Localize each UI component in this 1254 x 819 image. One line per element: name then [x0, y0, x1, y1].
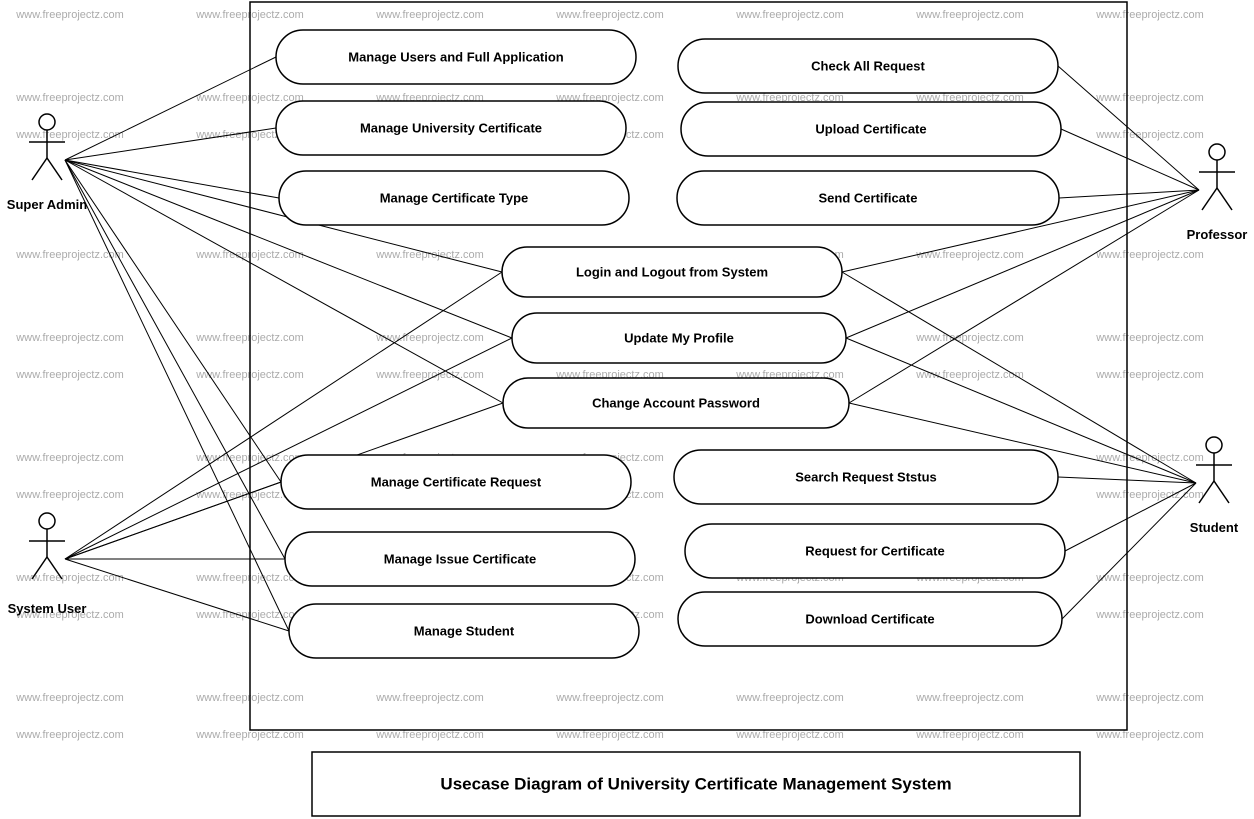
usecase-label: Manage Issue Certificate — [384, 551, 536, 566]
svg-text:www.freeprojectz.com: www.freeprojectz.com — [1095, 489, 1204, 501]
svg-text:www.freeprojectz.com: www.freeprojectz.com — [1095, 129, 1204, 141]
usecase-manage-issue-cert: Manage Issue Certificate — [285, 532, 635, 586]
usecase-manage-cert-type: Manage Certificate Type — [279, 171, 629, 225]
usecase-download-cert: Download Certificate — [678, 592, 1062, 646]
svg-text:www.freeprojectz.com: www.freeprojectz.com — [915, 729, 1024, 741]
usecase-manage-student: Manage Student — [289, 604, 639, 658]
svg-text:www.freeprojectz.com: www.freeprojectz.com — [1095, 692, 1204, 704]
svg-text:www.freeprojectz.com: www.freeprojectz.com — [195, 729, 304, 741]
actor-label: Super Admin — [7, 197, 87, 212]
usecase-request-for-cert: Request for Certificate — [685, 524, 1065, 578]
association-line — [1059, 190, 1199, 198]
actor-label: System User — [8, 601, 87, 616]
usecase-check-all-request: Check All Request — [678, 39, 1058, 93]
actor-system-user: System User — [8, 513, 87, 616]
usecase-label: Upload Certificate — [815, 121, 926, 136]
svg-text:www.freeprojectz.com: www.freeprojectz.com — [375, 692, 484, 704]
svg-text:www.freeprojectz.com: www.freeprojectz.com — [555, 692, 664, 704]
svg-text:www.freeprojectz.com: www.freeprojectz.com — [1095, 332, 1204, 344]
svg-text:www.freeprojectz.com: www.freeprojectz.com — [1095, 249, 1204, 261]
svg-text:www.freeprojectz.com: www.freeprojectz.com — [1095, 92, 1204, 104]
usecase-label: Search Request Ststus — [795, 469, 937, 484]
usecase-label: Send Certificate — [819, 190, 918, 205]
usecase-manage-users: Manage Users and Full Application — [276, 30, 636, 84]
association-line — [1058, 66, 1199, 190]
svg-text:www.freeprojectz.com: www.freeprojectz.com — [375, 9, 484, 21]
usecase-upload-cert: Upload Certificate — [681, 102, 1061, 156]
usecase-label: Manage Certificate Request — [371, 474, 542, 489]
usecase-manage-cert-req: Manage Certificate Request — [281, 455, 631, 509]
association-line — [65, 160, 289, 631]
svg-text:www.freeprojectz.com: www.freeprojectz.com — [15, 9, 124, 21]
svg-text:www.freeprojectz.com: www.freeprojectz.com — [555, 9, 664, 21]
usecase-label: Download Certificate — [805, 611, 934, 626]
svg-text:www.freeprojectz.com: www.freeprojectz.com — [375, 729, 484, 741]
svg-text:www.freeprojectz.com: www.freeprojectz.com — [15, 692, 124, 704]
diagram-title: Usecase Diagram of University Certificat… — [440, 774, 951, 793]
association-line — [65, 160, 281, 482]
usecase-send-cert: Send Certificate — [677, 171, 1059, 225]
usecase-label: Manage Users and Full Application — [348, 49, 564, 64]
svg-text:www.freeprojectz.com: www.freeprojectz.com — [915, 332, 1024, 344]
usecase-login-logout: Login and Logout from System — [502, 247, 842, 297]
usecase-label: Manage Student — [414, 623, 515, 638]
svg-text:www.freeprojectz.com: www.freeprojectz.com — [735, 729, 844, 741]
svg-text:www.freeprojectz.com: www.freeprojectz.com — [15, 249, 124, 261]
svg-text:www.freeprojectz.com: www.freeprojectz.com — [915, 9, 1024, 21]
actor-label: Student — [1190, 520, 1239, 535]
svg-text:www.freeprojectz.com: www.freeprojectz.com — [375, 249, 484, 261]
svg-text:www.freeprojectz.com: www.freeprojectz.com — [15, 572, 124, 584]
svg-text:www.freeprojectz.com: www.freeprojectz.com — [1095, 369, 1204, 381]
svg-text:www.freeprojectz.com: www.freeprojectz.com — [735, 9, 844, 21]
usecase-change-password: Change Account Password — [503, 378, 849, 428]
association-line — [1062, 483, 1196, 619]
svg-text:www.freeprojectz.com: www.freeprojectz.com — [375, 332, 484, 344]
usecase-manage-univ-cert: Manage University Certificate — [276, 101, 626, 155]
svg-text:www.freeprojectz.com: www.freeprojectz.com — [1095, 9, 1204, 21]
svg-text:www.freeprojectz.com: www.freeprojectz.com — [555, 729, 664, 741]
usecase-label: Login and Logout from System — [576, 264, 768, 279]
svg-text:www.freeprojectz.com: www.freeprojectz.com — [15, 92, 124, 104]
actor-professor: Professor — [1187, 144, 1248, 242]
usecase-diagram: www.freeprojectz.com www.freeprojectz.com… — [0, 0, 1254, 819]
association-line — [65, 57, 276, 160]
usecase-update-profile: Update My Profile — [512, 313, 846, 363]
usecase-label: Change Account Password — [592, 395, 760, 410]
svg-text:www.freeprojectz.com: www.freeprojectz.com — [915, 692, 1024, 704]
association-line — [65, 160, 279, 198]
svg-text:www.freeprojectz.com: www.freeprojectz.com — [1095, 452, 1204, 464]
usecase-search-req-status: Search Request Ststus — [674, 450, 1058, 504]
actor-label: Professor — [1187, 227, 1248, 242]
svg-text:www.freeprojectz.com: www.freeprojectz.com — [1095, 609, 1204, 621]
svg-text:www.freeprojectz.com: www.freeprojectz.com — [735, 692, 844, 704]
svg-text:www.freeprojectz.com: www.freeprojectz.com — [1095, 729, 1204, 741]
svg-text:www.freeprojectz.com: www.freeprojectz.com — [15, 489, 124, 501]
association-line — [65, 272, 502, 559]
svg-text:www.freeprojectz.com: www.freeprojectz.com — [915, 249, 1024, 261]
usecase-label: Request for Certificate — [805, 543, 944, 558]
svg-text:www.freeprojectz.com: www.freeprojectz.com — [15, 452, 124, 464]
svg-text:www.freeprojectz.com: www.freeprojectz.com — [15, 369, 124, 381]
usecase-label: Update My Profile — [624, 330, 734, 345]
svg-text:www.freeprojectz.com: www.freeprojectz.com — [15, 332, 124, 344]
usecase-label: Check All Request — [811, 58, 925, 73]
usecase-label: Manage University Certificate — [360, 120, 542, 135]
svg-text:www.freeprojectz.com: www.freeprojectz.com — [15, 729, 124, 741]
usecase-label: Manage Certificate Type — [380, 190, 529, 205]
svg-text:www.freeprojectz.com: www.freeprojectz.com — [1095, 572, 1204, 584]
